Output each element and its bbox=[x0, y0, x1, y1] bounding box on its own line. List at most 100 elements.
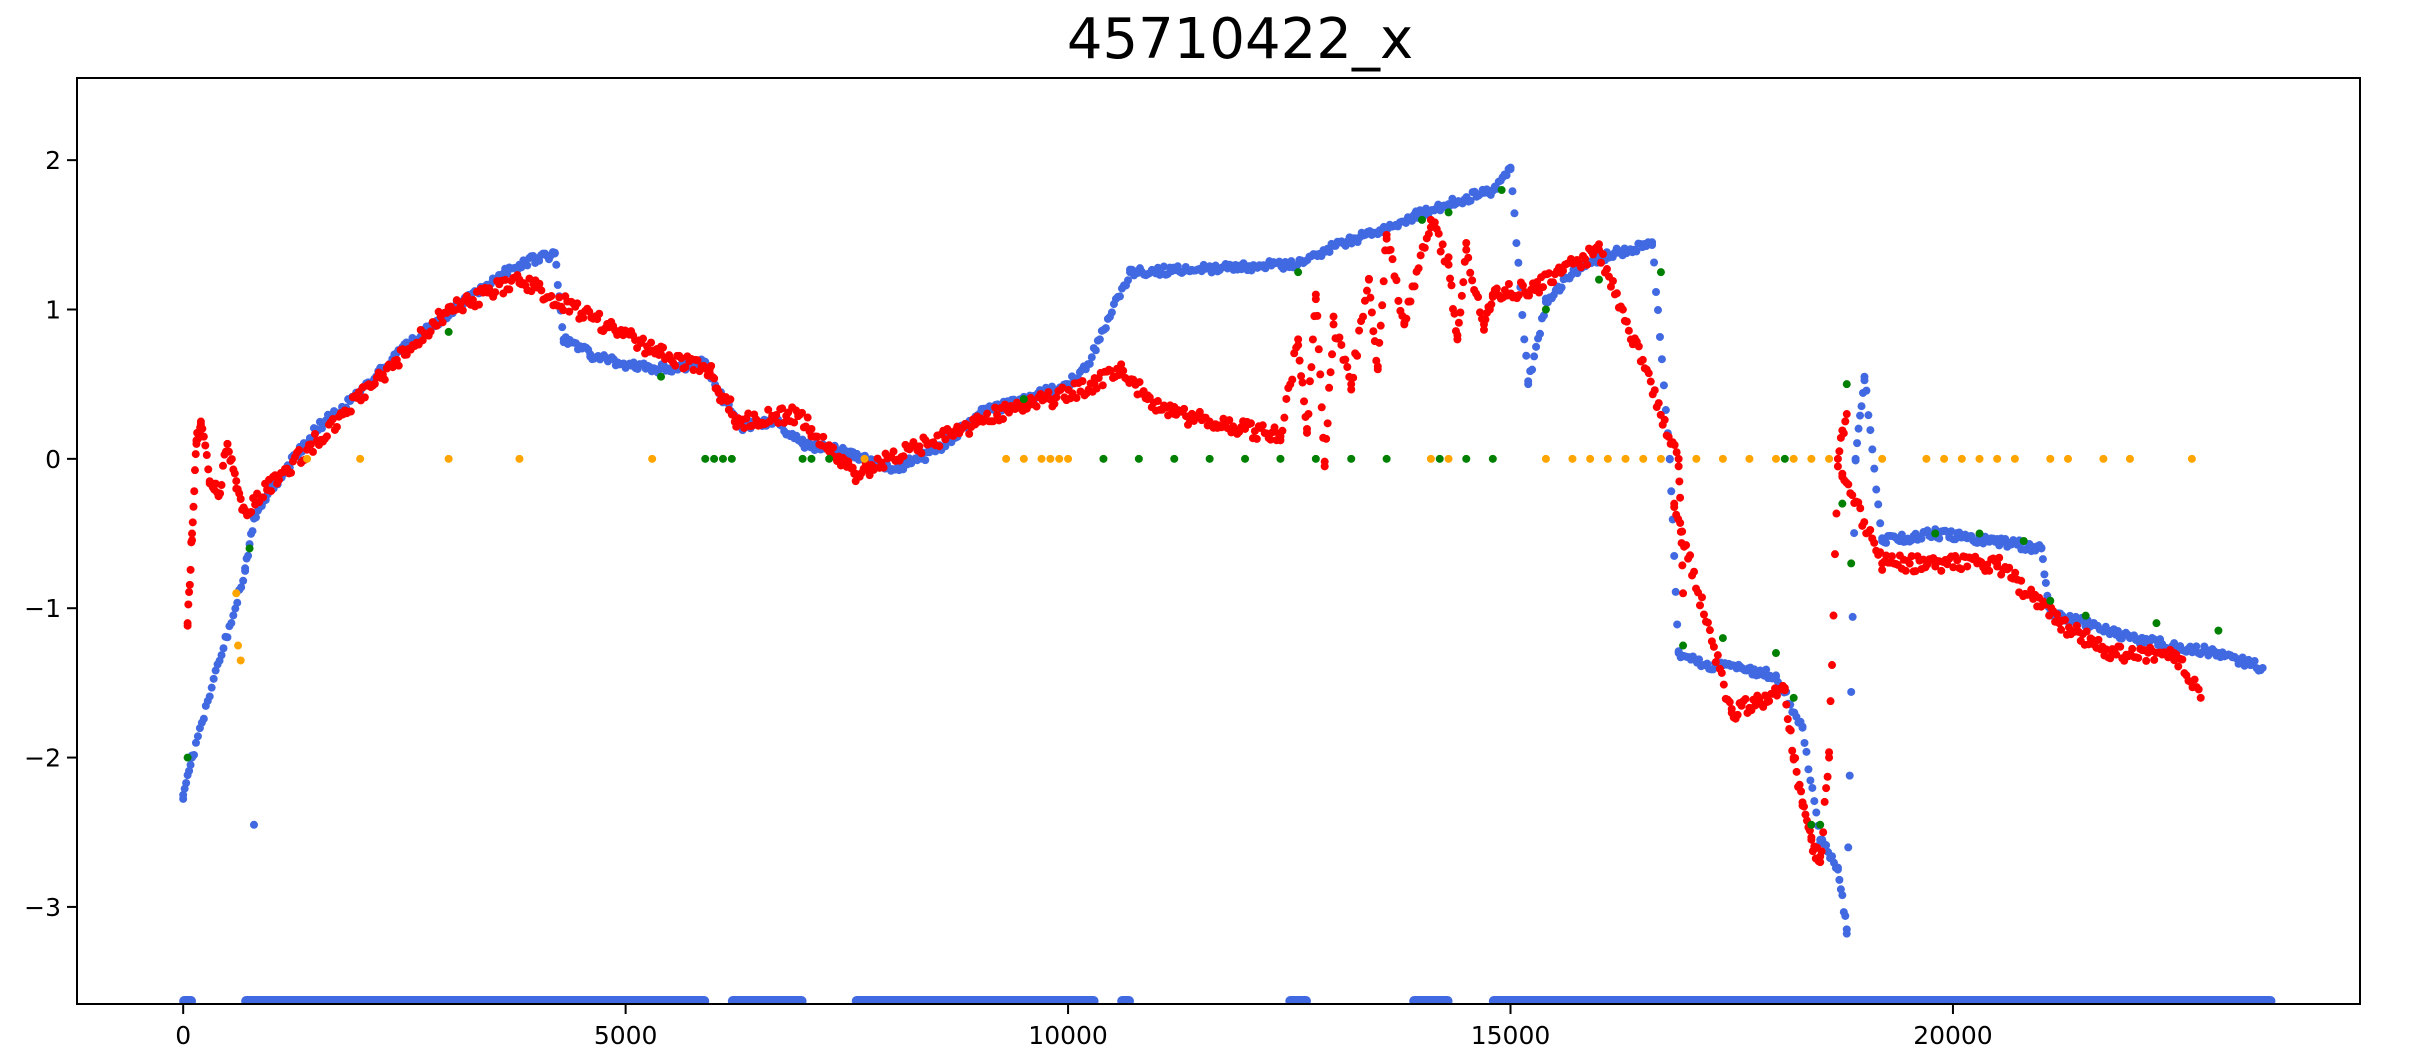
series-0-fill-point bbox=[1530, 352, 1539, 361]
series-1-fill-point bbox=[2082, 627, 2091, 636]
series-0-band-4 bbox=[1117, 996, 1135, 1004]
series-3 bbox=[232, 454, 2196, 665]
series-1-fill-point bbox=[899, 452, 908, 461]
series-1-fill-point bbox=[1646, 377, 1655, 386]
series-0-fill-point bbox=[1804, 765, 1813, 774]
series-0-fill-point bbox=[1842, 929, 1851, 938]
series-1-fill-point bbox=[797, 408, 806, 417]
series-1-fill-point bbox=[647, 338, 656, 347]
series-1-fill-point bbox=[1474, 293, 1483, 302]
series-0-fill-point bbox=[239, 576, 248, 585]
series-0-fill-point bbox=[190, 750, 199, 759]
series-0-fill-point bbox=[227, 619, 236, 628]
series-1-fill-point bbox=[1032, 402, 1041, 411]
series-1-fill-point bbox=[1294, 341, 1303, 350]
series-1-fill-point bbox=[186, 565, 195, 574]
series-1-fill-point bbox=[1832, 509, 1841, 518]
series-1-fill-point bbox=[1797, 787, 1806, 796]
series-0-point-59 bbox=[249, 820, 258, 829]
series-2-point-5 bbox=[710, 454, 719, 463]
series-1-fill-point bbox=[438, 318, 447, 327]
series-1-fill-point bbox=[671, 361, 680, 370]
series-0-fill-point bbox=[552, 260, 561, 269]
series-2-point-30 bbox=[1656, 268, 1665, 277]
series-0-fill-point bbox=[1847, 687, 1856, 696]
series-1-fill-point bbox=[1825, 748, 1834, 757]
series-1-fill-point bbox=[1654, 399, 1663, 408]
series-3-point-33 bbox=[1940, 454, 1949, 463]
series-1-fill-point bbox=[1153, 397, 1162, 406]
series-2-point-31 bbox=[1679, 641, 1688, 650]
series-1-fill-point bbox=[189, 502, 198, 511]
series-1-fill-point bbox=[829, 443, 838, 452]
series-1-fill-point bbox=[1297, 372, 1306, 381]
series-0-fill-point bbox=[1917, 534, 1926, 543]
axes-frame bbox=[76, 77, 2361, 1005]
series-1-fill-point bbox=[1807, 833, 1816, 842]
series-1-fill-point bbox=[1195, 407, 1204, 416]
series-0-fill-point bbox=[2040, 570, 2049, 579]
series-2-point-0 bbox=[183, 753, 192, 762]
series-3-point-26 bbox=[1745, 454, 1754, 463]
series-1-fill-point bbox=[1364, 274, 1373, 283]
series-0-fill-point bbox=[1868, 445, 1877, 454]
series-1-fill-point bbox=[1833, 462, 1842, 471]
series-0-fill-point bbox=[205, 692, 214, 701]
series-2-point-46 bbox=[2152, 619, 2161, 628]
series-0-fill-point bbox=[237, 583, 246, 592]
series-1-fill-point bbox=[1434, 229, 1443, 238]
y-tick-label: 0 bbox=[45, 445, 61, 474]
series-0-fill-point bbox=[207, 683, 216, 692]
series-1-fill-point bbox=[1308, 335, 1317, 344]
series-1-fill-point bbox=[1410, 282, 1419, 291]
series-1-point-43 bbox=[1462, 245, 1471, 254]
series-1-fill-point bbox=[432, 321, 441, 330]
series-1-fill-point bbox=[505, 285, 514, 294]
series-1-fill-point bbox=[1937, 566, 1946, 575]
series-1-fill-point bbox=[915, 442, 924, 451]
series-1-point-67 bbox=[2196, 693, 2205, 702]
series-1-fill-point bbox=[1583, 260, 1592, 269]
series-1-fill-point bbox=[1699, 610, 1708, 619]
series-1-fill-point bbox=[346, 407, 355, 416]
series-1-fill-point bbox=[1953, 556, 1962, 565]
series-1-fill-point bbox=[199, 432, 208, 441]
series-3-point-3 bbox=[303, 454, 312, 463]
series-1-fill-point bbox=[1444, 253, 1453, 262]
series-0-fill-point bbox=[1665, 455, 1674, 464]
series-1-fill-point bbox=[1416, 251, 1425, 260]
series-1-fill-point bbox=[306, 440, 315, 449]
series-1-fill-point bbox=[879, 463, 888, 472]
series-1-fill-point bbox=[1314, 345, 1323, 354]
series-1-fill-point bbox=[1780, 683, 1789, 692]
series-1-fill-point bbox=[1436, 247, 1445, 256]
series-1-fill-point bbox=[236, 494, 245, 503]
series-1-fill-point bbox=[310, 429, 319, 438]
series-1-fill-point bbox=[555, 293, 564, 302]
series-0-fill-point bbox=[1522, 351, 1531, 360]
series-1-fill-point bbox=[1225, 416, 1234, 425]
series-0-fill-point bbox=[1833, 863, 1842, 872]
series-1-fill-point bbox=[1799, 802, 1808, 811]
series-1-fill-point bbox=[295, 446, 304, 455]
series-1-fill-point bbox=[2142, 656, 2151, 665]
series-1-fill-point bbox=[774, 418, 783, 427]
series-2-point-26 bbox=[1444, 208, 1453, 217]
series-0-fill-point bbox=[1520, 335, 1529, 344]
series-1-fill-point bbox=[1786, 726, 1795, 735]
series-1 bbox=[183, 215, 2205, 867]
series-1-fill-point bbox=[1985, 566, 1994, 575]
series-1-fill-point bbox=[1369, 327, 1378, 336]
series-1-fill-point bbox=[2112, 650, 2121, 659]
series-1-fill-point bbox=[1676, 493, 1685, 502]
series-1-fill-point bbox=[1907, 552, 1916, 561]
series-1-fill-point bbox=[917, 449, 926, 458]
series-1-fill-point bbox=[1717, 668, 1726, 677]
series-1-fill-point bbox=[1349, 373, 1358, 382]
series-1-fill-point bbox=[360, 393, 369, 402]
series-3-point-16 bbox=[1444, 454, 1453, 463]
series-3-point-22 bbox=[1639, 454, 1648, 463]
series-1-fill-point bbox=[1276, 436, 1285, 445]
series-3-point-6 bbox=[515, 454, 524, 463]
series-1-fill-point bbox=[1311, 295, 1320, 304]
